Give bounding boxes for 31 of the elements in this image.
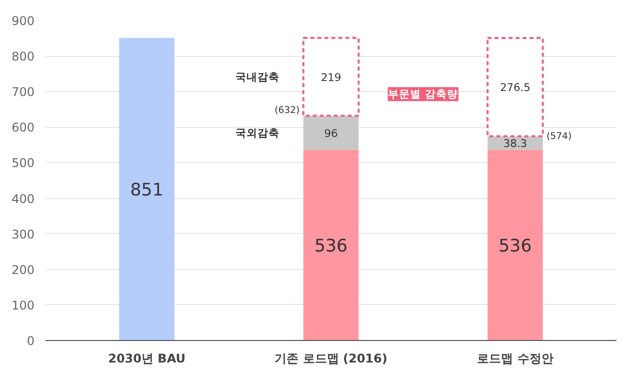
data-label: 851 [130,180,164,201]
text: 국외감축 [235,126,280,140]
y-tick-label: 200 [12,262,34,277]
data-label: 536 [498,236,532,257]
y-tick-label: 500 [12,156,34,170]
annotation: (574) [546,130,572,142]
y-tick-label: 800 [12,50,34,64]
data-label: 38.3 [503,137,528,150]
annotation: (632) [274,104,300,116]
annotation: 부문별 감축량 [388,88,458,101]
bar [119,38,174,340]
data-label: 276.5 [500,81,530,94]
y-tick-label: 400 [12,192,34,206]
bar [303,150,359,340]
bar [486,36,544,138]
data-label: 536 [314,236,348,257]
y-tick-label: 600 [12,120,34,135]
text: 국내감축 [235,70,280,84]
y-tick-label: 100 [12,298,34,312]
data-label: 96 [324,126,338,140]
y-tick-label: 300 [12,227,34,242]
y-tick-label: 900 [12,14,34,28]
x-tick-label: 로드맵 수정안 [477,352,554,366]
y-tick-label: 700 [12,85,34,100]
bar [488,150,543,340]
x-tick-label: 기존 로드맵 (2016) [274,352,388,366]
data-label: 219 [320,70,342,84]
y-tick-label: 0 [26,334,35,348]
x-tick-label: 2030년 BAU [108,352,186,366]
bar [302,36,360,117]
bar [303,116,359,150]
